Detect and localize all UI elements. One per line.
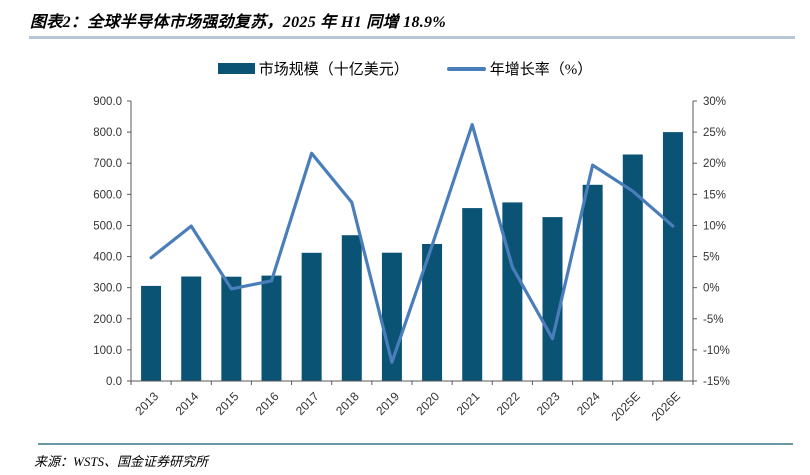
bar-2017 bbox=[301, 252, 322, 381]
y-left-tick: 400.0 bbox=[93, 252, 122, 264]
x-tick-2014: 2014 bbox=[173, 389, 202, 418]
y-right-tick: -10% bbox=[703, 345, 730, 357]
title-divider bbox=[29, 36, 795, 39]
x-tick-2025E: 2025E bbox=[608, 389, 642, 423]
y-right-tick: 30% bbox=[703, 96, 726, 108]
bar-2023 bbox=[542, 217, 563, 381]
x-axis-labels: 2013 2014 2015 2016 2017 2018 2019 2020 2021 2022… bbox=[132, 389, 683, 424]
y-left-tick: 0.0 bbox=[106, 376, 122, 388]
y-right-tick: 10% bbox=[703, 220, 726, 232]
y-left-tick: 100.0 bbox=[93, 345, 122, 357]
figure-title: 图表2：全球半导体市场强劲复苏，2025 年 H1 同增 18.9% bbox=[30, 14, 446, 31]
y-axis-left-labels: 0.0 100.0 200.0 300.0 400.0 500.0 600.0 700.0 80… bbox=[93, 96, 122, 388]
y-right-tick: 20% bbox=[703, 158, 726, 170]
x-tick-2026E: 2026E bbox=[649, 389, 683, 423]
x-tick-2020: 2020 bbox=[413, 389, 442, 418]
growth-line bbox=[149, 122, 675, 364]
bar-2021 bbox=[462, 208, 483, 381]
bar-2018 bbox=[341, 235, 362, 381]
x-tick-2023: 2023 bbox=[534, 389, 563, 418]
y-left-tick: 600.0 bbox=[93, 189, 122, 201]
x-tick-2022: 2022 bbox=[494, 389, 523, 418]
legend-item-growth-rate: 年增长率（%） bbox=[446, 58, 593, 79]
line-swatch-icon bbox=[446, 66, 486, 71]
bar-2022 bbox=[502, 202, 523, 381]
y-right-tick: 0% bbox=[703, 283, 720, 295]
x-tick-2016: 2016 bbox=[253, 389, 282, 418]
y-right-tick: -15% bbox=[703, 376, 730, 388]
chart-legend: 市场规模（十亿美元） 年增长率（%） bbox=[0, 58, 810, 79]
bar-2013 bbox=[141, 285, 162, 381]
x-tick-2018: 2018 bbox=[333, 389, 362, 418]
bar-2014 bbox=[181, 276, 202, 381]
x-tick-2024: 2024 bbox=[574, 389, 603, 418]
y-axis-right-labels: -15% -10% -5% 0% 5% 10% 15% 20% 25% 30% bbox=[703, 96, 730, 388]
axes bbox=[127, 100, 697, 385]
bar-2016 bbox=[261, 275, 282, 381]
footer-divider bbox=[38, 443, 793, 445]
bar-2020 bbox=[422, 244, 443, 381]
x-tick-2015: 2015 bbox=[213, 389, 242, 418]
legend-label-market-size: 市场规模（十亿美元） bbox=[258, 62, 409, 78]
y-left-tick: 800.0 bbox=[93, 127, 122, 139]
x-tick-2019: 2019 bbox=[373, 389, 402, 418]
bar-2026E bbox=[662, 132, 683, 381]
bar-swatch-icon bbox=[217, 63, 255, 74]
y-left-tick: 300.0 bbox=[93, 283, 122, 295]
x-tick-2017: 2017 bbox=[293, 389, 322, 418]
bar-2015 bbox=[221, 276, 242, 381]
legend-item-market-size: 市场规模（十亿美元） bbox=[217, 58, 409, 79]
y-right-tick: 25% bbox=[703, 127, 726, 139]
y-left-tick: 900.0 bbox=[93, 96, 122, 108]
source-note: 来源：WSTS、国金证券研究所 bbox=[34, 454, 209, 469]
y-left-tick: 200.0 bbox=[93, 314, 122, 326]
x-tick-2013: 2013 bbox=[132, 389, 161, 418]
y-right-tick: 15% bbox=[703, 189, 726, 201]
legend-label-growth-rate: 年增长率（%） bbox=[489, 62, 593, 78]
bar-2024 bbox=[582, 184, 603, 381]
y-left-tick: 500.0 bbox=[93, 220, 122, 232]
bar-2025E bbox=[622, 154, 643, 381]
x-tick-2021: 2021 bbox=[454, 389, 483, 418]
y-right-tick: 5% bbox=[703, 252, 720, 264]
y-right-tick: -5% bbox=[703, 314, 723, 326]
y-left-tick: 700.0 bbox=[93, 158, 122, 170]
